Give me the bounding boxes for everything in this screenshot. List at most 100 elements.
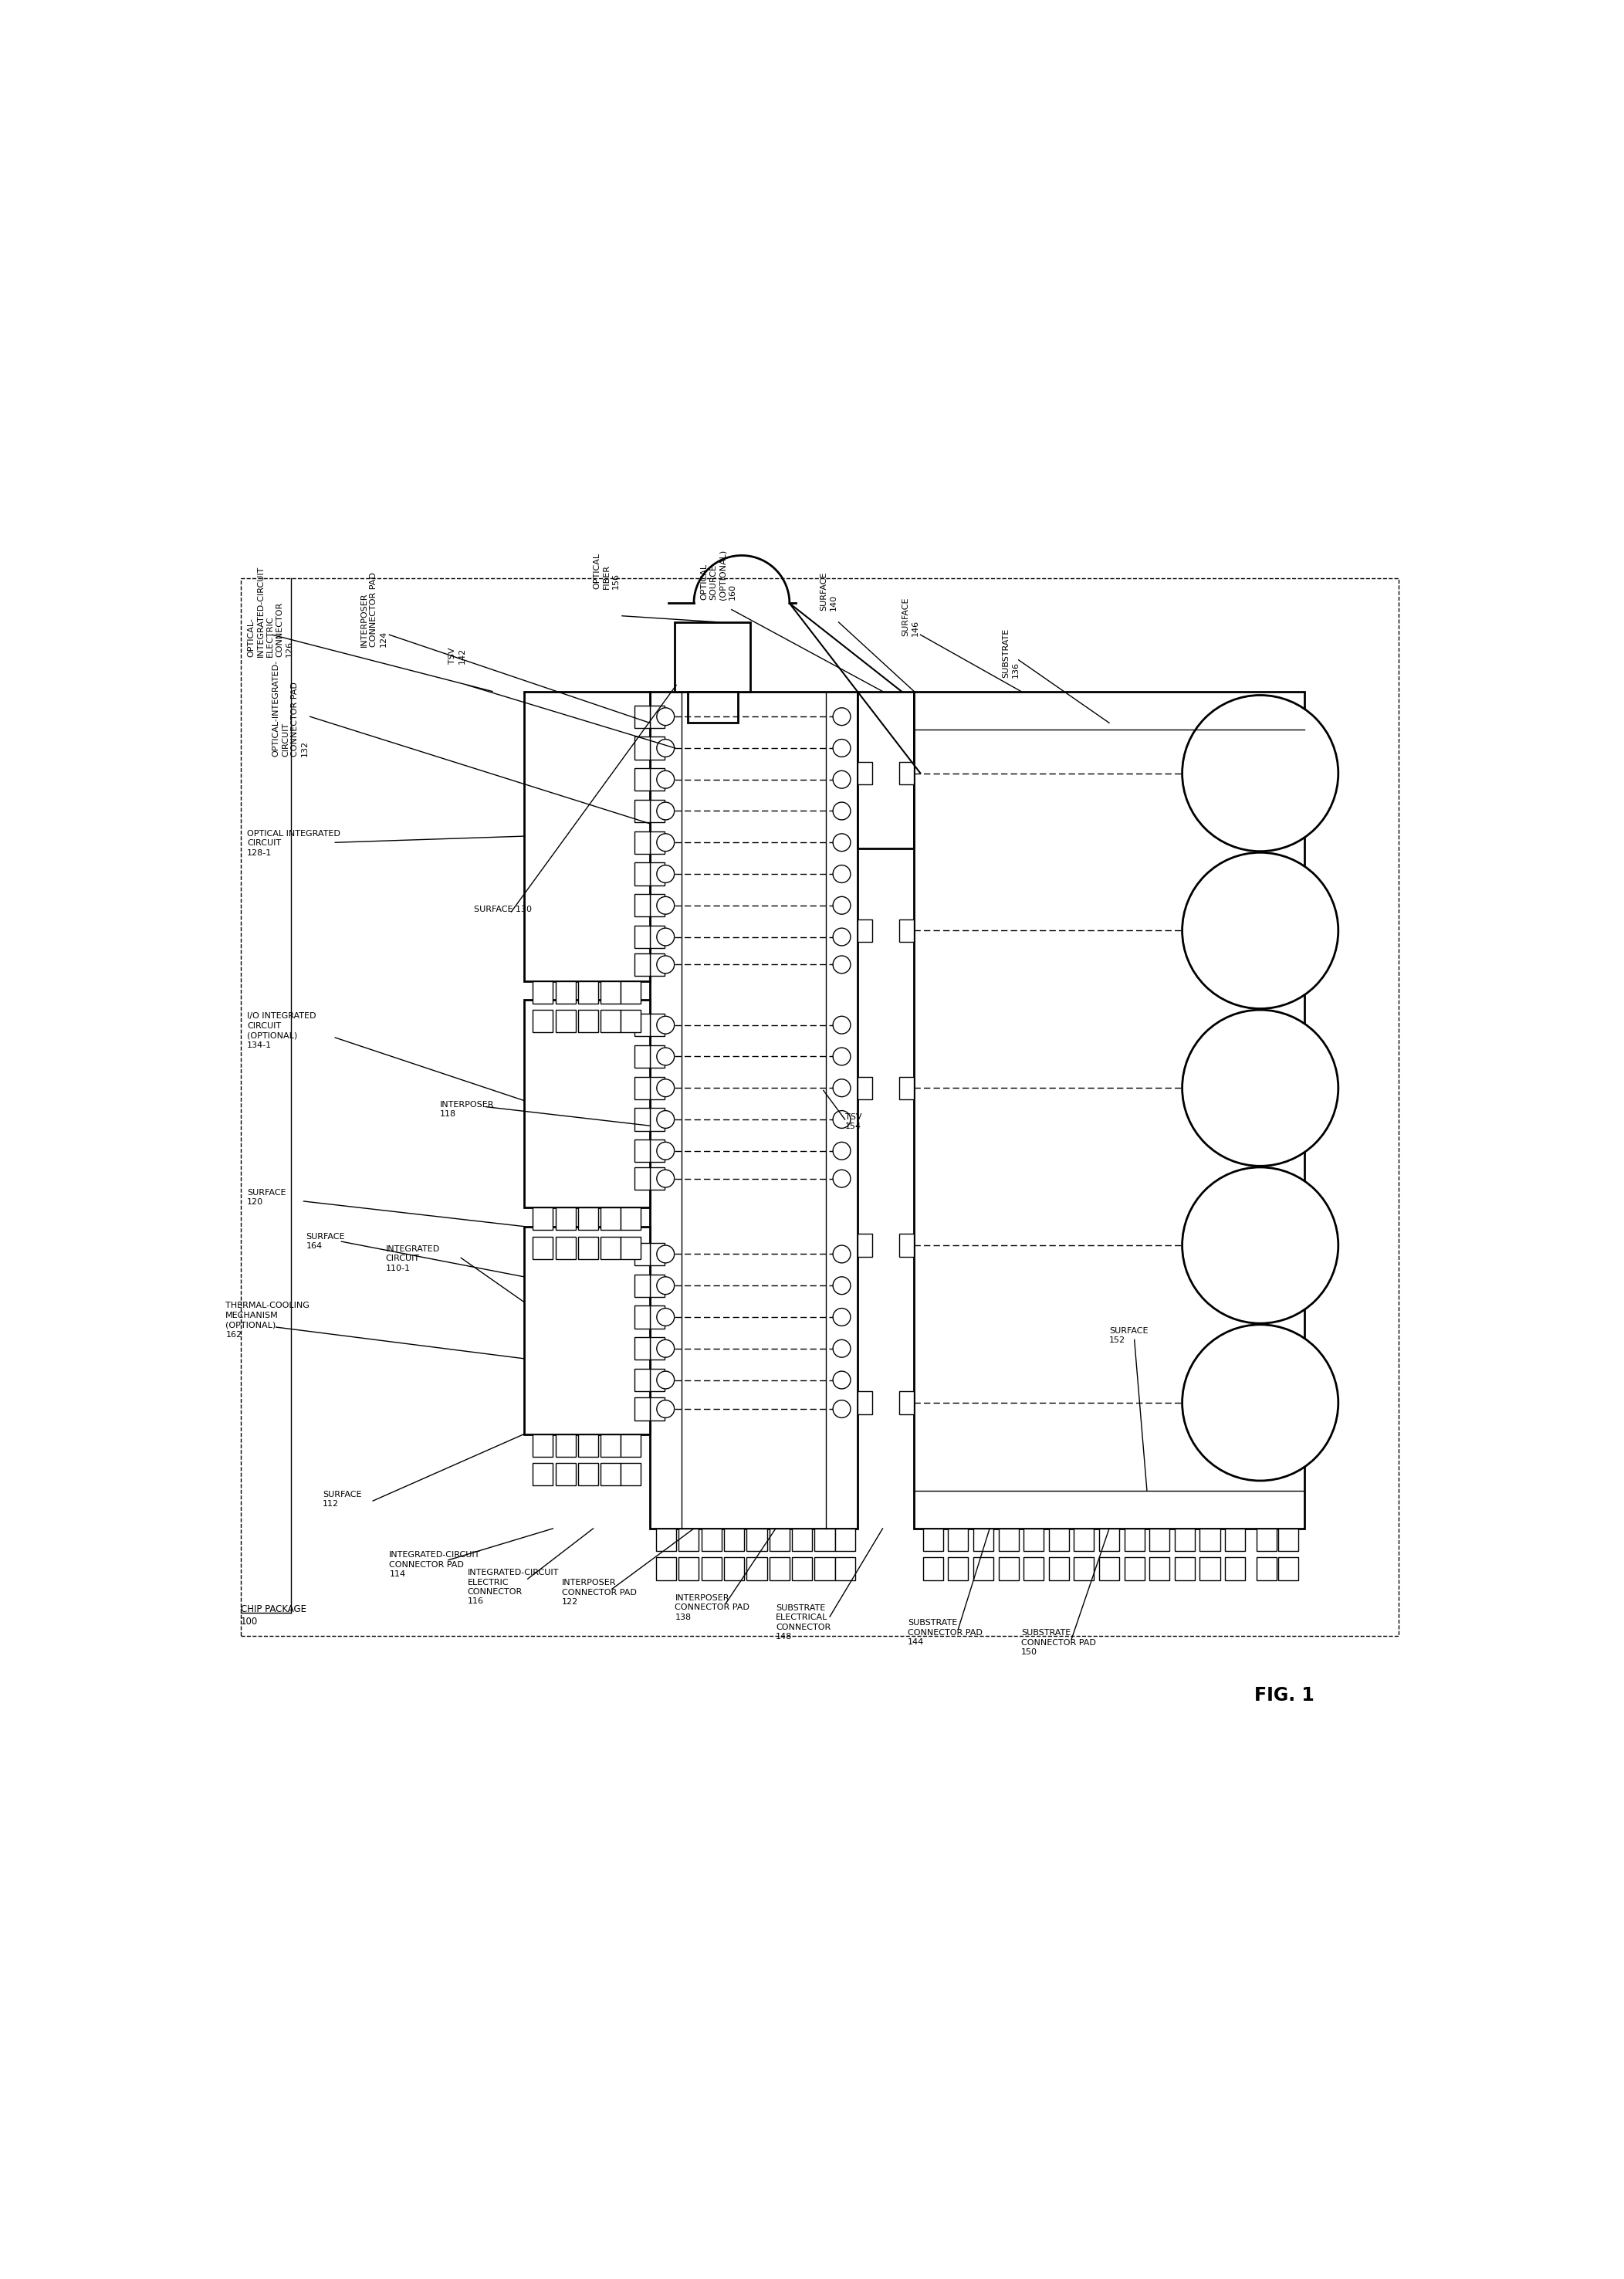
Bar — [835, 1557, 854, 1579]
Bar — [650, 1306, 664, 1329]
Circle shape — [833, 738, 851, 757]
Bar — [1023, 1557, 1044, 1579]
Circle shape — [833, 1142, 851, 1160]
Circle shape — [656, 1276, 674, 1294]
Bar — [635, 893, 650, 916]
Bar — [650, 1076, 664, 1098]
Bar — [650, 800, 664, 823]
Bar — [635, 1076, 650, 1098]
Bar — [635, 1274, 650, 1297]
Circle shape — [833, 866, 851, 882]
Bar — [635, 1397, 650, 1420]
Bar — [679, 1557, 698, 1579]
Bar — [650, 925, 664, 948]
Bar — [724, 1557, 744, 1579]
Text: OPTICAL
SOURCE
(OPTIONAL)
160: OPTICAL SOURCE (OPTIONAL) 160 — [700, 549, 737, 599]
Circle shape — [833, 1048, 851, 1064]
Bar — [533, 1010, 552, 1032]
Bar — [240, 579, 1398, 1636]
Bar — [525, 1226, 650, 1433]
Bar — [555, 1463, 575, 1486]
Text: SUBSTRATE
CONNECTOR PAD
144: SUBSTRATE CONNECTOR PAD 144 — [908, 1618, 983, 1645]
Bar — [555, 980, 575, 1003]
Circle shape — [833, 1372, 851, 1388]
Bar — [533, 1433, 552, 1456]
Bar — [533, 1463, 552, 1486]
Bar — [857, 1076, 872, 1098]
Bar — [650, 1046, 664, 1069]
Bar — [948, 1529, 968, 1552]
Bar — [1049, 1529, 1069, 1552]
Circle shape — [656, 770, 674, 789]
Circle shape — [656, 1110, 674, 1128]
Text: SURFACE 130: SURFACE 130 — [474, 905, 531, 914]
Bar — [679, 1529, 698, 1552]
Bar — [1073, 1529, 1095, 1552]
Bar — [650, 691, 857, 1529]
Circle shape — [833, 955, 851, 973]
Bar — [650, 1108, 664, 1130]
Bar — [650, 1242, 664, 1265]
Bar — [900, 1233, 914, 1256]
Bar — [1099, 1529, 1119, 1552]
Text: SURFACE
146: SURFACE 146 — [901, 597, 919, 636]
Bar — [620, 1208, 641, 1231]
Bar — [555, 1237, 575, 1260]
Bar — [635, 925, 650, 948]
Bar — [601, 1208, 620, 1231]
Bar — [620, 1237, 641, 1260]
Bar — [525, 1000, 650, 1208]
Bar — [914, 691, 1304, 1529]
Circle shape — [656, 834, 674, 852]
Bar — [1023, 1529, 1044, 1552]
Bar — [635, 1338, 650, 1361]
Bar — [555, 1208, 575, 1231]
Bar — [533, 1208, 552, 1231]
Circle shape — [656, 1372, 674, 1388]
Bar — [555, 1433, 575, 1456]
Circle shape — [833, 1308, 851, 1326]
Circle shape — [656, 955, 674, 973]
Circle shape — [833, 709, 851, 725]
Circle shape — [833, 1016, 851, 1035]
Circle shape — [833, 1110, 851, 1128]
Bar — [973, 1529, 994, 1552]
Bar — [1278, 1529, 1298, 1552]
Bar — [999, 1557, 1018, 1579]
Bar — [578, 1208, 598, 1231]
Bar — [922, 1557, 944, 1579]
Bar — [635, 768, 650, 791]
Bar — [1124, 1557, 1145, 1579]
Text: TSV
142: TSV 142 — [448, 647, 466, 663]
Bar — [1124, 1529, 1145, 1552]
Circle shape — [1182, 1010, 1338, 1167]
Circle shape — [833, 1340, 851, 1358]
Text: SURFACE
140: SURFACE 140 — [820, 572, 836, 611]
Bar — [533, 980, 552, 1003]
Circle shape — [833, 1399, 851, 1418]
Circle shape — [656, 1340, 674, 1358]
Text: INTERPOSER
CONNECTOR PAD
138: INTERPOSER CONNECTOR PAD 138 — [676, 1593, 750, 1620]
Text: OPTICAL-INTEGRATED-
CIRCUIT
CONNECTOR PAD
132: OPTICAL-INTEGRATED- CIRCUIT CONNECTOR PA… — [273, 661, 309, 757]
Circle shape — [656, 1142, 674, 1160]
Bar — [601, 1433, 620, 1456]
Bar — [857, 1233, 872, 1256]
Bar — [578, 1010, 598, 1032]
Bar — [724, 1529, 744, 1552]
Circle shape — [656, 1169, 674, 1187]
Circle shape — [656, 1048, 674, 1064]
Bar — [900, 1076, 914, 1098]
Bar — [650, 893, 664, 916]
Text: SURFACE
164: SURFACE 164 — [307, 1233, 346, 1249]
Bar — [973, 1557, 994, 1579]
Circle shape — [833, 1080, 851, 1096]
Bar — [601, 1463, 620, 1486]
Bar — [650, 736, 664, 759]
Bar — [900, 918, 914, 941]
Bar — [620, 1010, 641, 1032]
Circle shape — [656, 1016, 674, 1035]
Circle shape — [1182, 1324, 1338, 1481]
Bar — [650, 1397, 664, 1420]
Bar — [1174, 1529, 1195, 1552]
Bar — [650, 1167, 664, 1190]
